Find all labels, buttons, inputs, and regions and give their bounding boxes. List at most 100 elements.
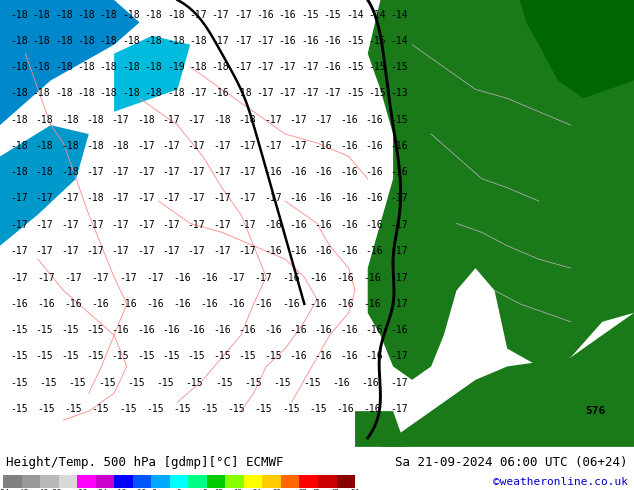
- Text: -15: -15: [98, 377, 115, 388]
- Text: 576: 576: [585, 406, 605, 416]
- Text: -17: -17: [213, 246, 231, 256]
- Text: -16: -16: [119, 299, 136, 309]
- Bar: [318, 475, 337, 488]
- Text: -42: -42: [36, 489, 49, 490]
- Text: -17: -17: [146, 272, 164, 283]
- Text: -16: -16: [301, 36, 319, 46]
- Text: -16: -16: [279, 36, 296, 46]
- Text: -30: -30: [75, 489, 88, 490]
- Text: -17: -17: [391, 272, 408, 283]
- Text: -15: -15: [301, 10, 319, 20]
- Text: -17: -17: [213, 194, 231, 203]
- Text: -17: -17: [36, 246, 53, 256]
- Text: -16: -16: [264, 325, 281, 335]
- Text: -17: -17: [256, 88, 274, 98]
- Bar: [77, 475, 96, 488]
- Text: -18: -18: [61, 141, 79, 151]
- Bar: [114, 475, 133, 488]
- Text: -15: -15: [255, 404, 273, 414]
- Text: -15: -15: [127, 377, 145, 388]
- Text: -15: -15: [186, 377, 204, 388]
- Text: -18: -18: [55, 88, 72, 98]
- Text: -17: -17: [238, 246, 256, 256]
- Text: -17: -17: [36, 220, 53, 230]
- Text: -16: -16: [256, 10, 274, 20]
- Text: -18: -18: [77, 88, 95, 98]
- Text: -18: -18: [55, 10, 72, 20]
- Text: -15: -15: [346, 62, 363, 72]
- Text: -17: -17: [162, 168, 180, 177]
- Polygon shape: [114, 36, 190, 112]
- Text: -18: -18: [86, 115, 104, 125]
- Bar: [152, 475, 170, 488]
- Text: -18: -18: [77, 10, 95, 20]
- Text: -17: -17: [137, 141, 155, 151]
- Text: -16: -16: [289, 194, 307, 203]
- Text: -17: -17: [162, 141, 180, 151]
- Text: -17: -17: [61, 194, 79, 203]
- Text: -18: -18: [10, 115, 28, 125]
- Polygon shape: [368, 0, 634, 380]
- Text: -18: -18: [112, 141, 129, 151]
- Text: -17: -17: [86, 168, 104, 177]
- Text: -18: -18: [10, 88, 28, 98]
- Text: -16: -16: [188, 325, 205, 335]
- Bar: [244, 475, 262, 488]
- Text: -17: -17: [119, 272, 136, 283]
- Text: -17: -17: [112, 115, 129, 125]
- Text: -15: -15: [86, 325, 104, 335]
- Text: -15: -15: [162, 351, 180, 361]
- Text: -17: -17: [213, 220, 231, 230]
- Text: -17: -17: [255, 272, 273, 283]
- Text: -16: -16: [92, 299, 109, 309]
- Text: -16: -16: [173, 272, 191, 283]
- Text: -18: -18: [32, 62, 50, 72]
- Text: 38: 38: [299, 489, 307, 490]
- Text: -17: -17: [279, 62, 296, 72]
- Text: -15: -15: [273, 377, 291, 388]
- Text: -18: -18: [145, 88, 162, 98]
- Text: -18: -18: [122, 62, 139, 72]
- Text: -15: -15: [200, 404, 218, 414]
- Text: -16: -16: [314, 351, 332, 361]
- Text: -16: -16: [365, 194, 383, 203]
- Text: -17: -17: [213, 141, 231, 151]
- Text: -15: -15: [39, 377, 57, 388]
- Text: -15: -15: [65, 404, 82, 414]
- Text: -15: -15: [213, 351, 231, 361]
- Text: -16: -16: [289, 246, 307, 256]
- Text: -17: -17: [234, 10, 252, 20]
- Text: -17: -17: [112, 168, 129, 177]
- Text: -17: -17: [86, 246, 104, 256]
- Text: -17: -17: [391, 194, 408, 203]
- Text: -17: -17: [264, 194, 281, 203]
- Text: -16: -16: [279, 10, 296, 20]
- Text: -16: -16: [340, 115, 358, 125]
- Text: -18: -18: [61, 115, 79, 125]
- Text: -16: -16: [340, 141, 358, 151]
- Text: -18: -18: [10, 10, 28, 20]
- Text: ©weatheronline.co.uk: ©weatheronline.co.uk: [493, 477, 628, 487]
- Text: -16: -16: [228, 299, 245, 309]
- Text: 54: 54: [351, 489, 359, 490]
- Text: -17: -17: [391, 351, 408, 361]
- Text: -16: -16: [363, 299, 381, 309]
- Bar: [188, 475, 207, 488]
- Text: -17: -17: [112, 220, 129, 230]
- Text: -15: -15: [10, 325, 28, 335]
- Bar: [170, 475, 188, 488]
- Text: -15: -15: [137, 351, 155, 361]
- Text: -18: -18: [167, 10, 184, 20]
- Text: -15: -15: [61, 351, 79, 361]
- Text: -16: -16: [162, 325, 180, 335]
- Text: -17: -17: [391, 299, 408, 309]
- Text: -18: -18: [10, 141, 28, 151]
- Text: -17: -17: [238, 168, 256, 177]
- Text: Height/Temp. 500 hPa [gdmp][°C] ECMWF: Height/Temp. 500 hPa [gdmp][°C] ECMWF: [6, 456, 284, 468]
- Text: -17: -17: [228, 272, 245, 283]
- Text: -18: -18: [36, 115, 53, 125]
- Text: -18: -18: [234, 88, 252, 98]
- Text: -17: -17: [391, 220, 408, 230]
- Text: -16: -16: [363, 272, 381, 283]
- Text: -18: -18: [122, 10, 139, 20]
